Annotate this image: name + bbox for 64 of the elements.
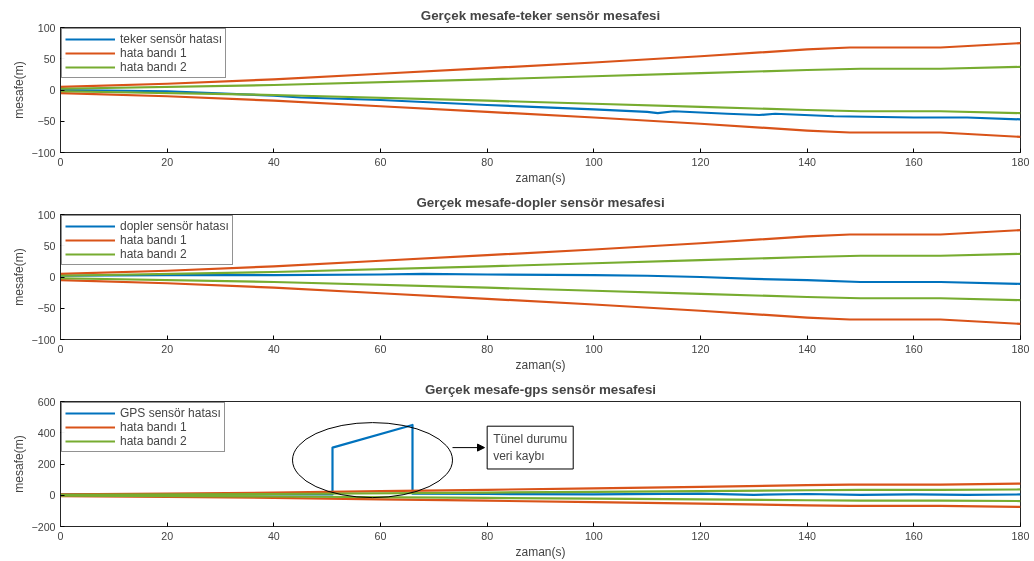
x-tick-label: 40: [267, 529, 280, 542]
y-tick-label: −50: [37, 302, 56, 315]
y-tick-label: −200: [31, 520, 56, 533]
x-tick-label: 60: [374, 342, 387, 355]
x-tick-label: 160: [904, 529, 923, 542]
x-tick-label: 120: [691, 342, 710, 355]
legend-label: dopler sensör hatası: [120, 219, 229, 233]
y-tick-label: 200: [37, 458, 56, 470]
y-tick-label: −50: [37, 115, 56, 128]
x-axis-title: zaman(s): [515, 357, 566, 372]
x-tick-label: 0: [57, 529, 64, 542]
y-axis-title: mesafe(m): [12, 248, 27, 306]
y-tick-label: 100: [37, 21, 56, 34]
legend-label: hata bandı 2: [120, 247, 187, 261]
x-tick-label: 140: [798, 342, 817, 355]
x-tick-label: 80: [481, 155, 494, 168]
chart-title: Gerçek mesafe-dopler sensör mesafesi: [416, 194, 665, 210]
x-tick-label: 100: [584, 529, 603, 542]
y-tick-label: −100: [31, 146, 56, 159]
x-tick-label: 160: [904, 155, 923, 168]
x-tick-label: 140: [798, 529, 817, 542]
y-axis-title: mesafe(m): [12, 435, 27, 493]
y-tick-label: 0: [49, 84, 56, 96]
legend-label: hata bandı 2: [120, 60, 187, 74]
x-axis-title: zaman(s): [515, 170, 566, 185]
x-tick-label: 180: [1011, 342, 1030, 355]
chart-title: Gerçek mesafe-gps sensör mesafesi: [424, 381, 657, 397]
x-tick-label: 100: [584, 155, 603, 168]
x-tick-label: 20: [161, 529, 174, 542]
x-axis-title: zaman(s): [515, 544, 566, 559]
x-tick-label: 100: [584, 342, 603, 355]
x-tick-label: 160: [904, 342, 923, 355]
x-tick-label: 180: [1011, 155, 1030, 168]
legend-label: hata bandı 1: [120, 233, 187, 247]
x-tick-label: 140: [798, 155, 817, 168]
x-tick-label: 20: [161, 342, 174, 355]
x-tick-label: 80: [481, 529, 494, 542]
x-tick-label: 120: [691, 155, 710, 168]
x-tick-label: 0: [57, 342, 64, 355]
chart-title: Gerçek mesafe-teker sensör mesafesi: [420, 7, 661, 23]
x-tick-label: 120: [691, 529, 710, 542]
legend-label: GPS sensör hatası: [120, 406, 221, 420]
x-tick-label: 60: [374, 155, 387, 168]
x-tick-label: 180: [1011, 529, 1030, 542]
y-tick-label: 100: [37, 208, 56, 221]
x-tick-label: 0: [57, 155, 64, 168]
legend-label: hata bandı 2: [120, 434, 187, 448]
x-tick-label: 80: [481, 342, 494, 355]
legend-label: hata bandı 1: [120, 46, 187, 60]
y-tick-label: 0: [49, 271, 56, 283]
x-tick-label: 20: [161, 155, 174, 168]
y-axis-title: mesafe(m): [12, 61, 27, 119]
legend-label: teker sensör hatası: [120, 32, 223, 46]
legend-label: hata bandı 1: [120, 420, 187, 434]
annotation: Tünel durumu veri kaybı: [493, 432, 568, 463]
y-tick-label: 0: [49, 489, 56, 502]
y-tick-label: 400: [37, 426, 56, 439]
y-tick-label: 50: [43, 52, 56, 65]
x-tick-label: 60: [374, 529, 387, 542]
y-tick-label: 600: [37, 395, 56, 408]
x-tick-label: 40: [267, 342, 280, 355]
y-tick-label: 50: [43, 239, 56, 252]
x-tick-label: 40: [267, 155, 280, 168]
y-tick-label: −100: [31, 333, 56, 346]
